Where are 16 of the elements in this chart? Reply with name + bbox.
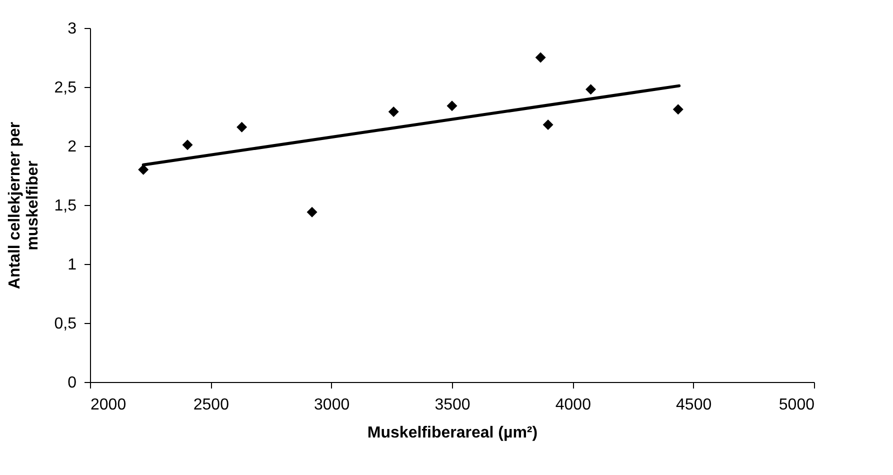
y-tick-label: 1: [68, 256, 77, 274]
y-tick-label: 3: [68, 20, 77, 38]
x-tick-label: 5000: [778, 396, 815, 414]
x-tick-label: 4000: [555, 396, 592, 414]
x-tick-label: 4500: [676, 396, 712, 414]
y-tick-label: 2: [68, 138, 77, 156]
x-axis-title: Muskelfiberareal (µm²): [367, 424, 538, 442]
y-tick-label: 0,5: [54, 316, 77, 332]
y-tick-label: 1,5: [54, 198, 77, 214]
x-tick-label: 3500: [434, 396, 470, 414]
x-tick-label: 3000: [314, 396, 350, 414]
y-tick-label: 2,5: [54, 80, 77, 96]
x-tick-label: 2500: [193, 396, 230, 414]
x-tick-label: 2000: [90, 396, 126, 414]
y-axis-title: Antall cellekjerner per muskelfiber: [6, 122, 42, 290]
y-tick-label: 0: [68, 374, 77, 392]
